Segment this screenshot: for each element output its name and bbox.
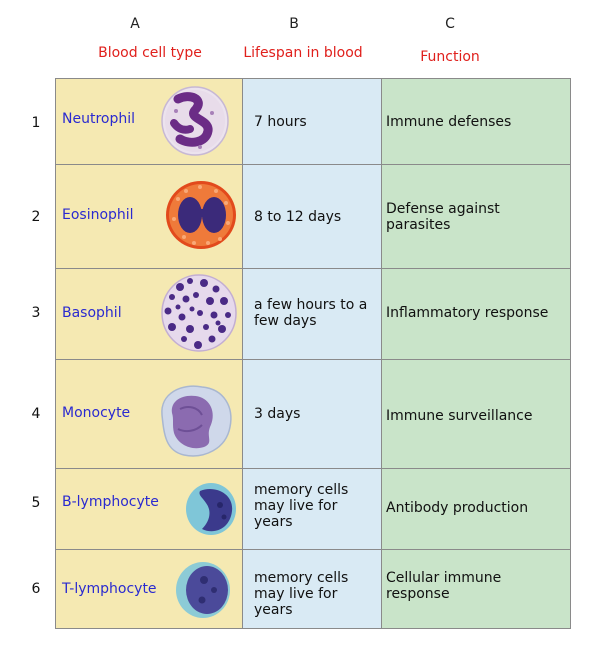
basophil-image [161,274,237,352]
function-b-lymphocyte: Antibody production [386,500,529,516]
column-letter-a: A [130,16,140,32]
cell-type-b-lymphocyte: B-lymphocyte [62,494,159,510]
lifespan-eosinophil: 8 to 12 days [254,209,342,225]
row-number-2: 2 [31,209,41,225]
cell-type-neutrophil: Neutrophil [62,111,136,127]
eosinophil-image [166,181,236,249]
lifespan-neutrophil: 7 hours [254,114,307,130]
function-t-lymphocyte: Cellular immune response [386,570,502,602]
row-number-6: 6 [31,581,41,597]
row-number-4: 4 [31,406,41,422]
cell-type-basophil: Basophil [62,305,122,321]
column-a-background [56,79,242,628]
blood-cell-table: Neutrophil 7 hours Immune defenses Eosin… [55,78,571,629]
row-number-1: 1 [31,115,41,131]
b-lymphocyte-image [186,483,236,535]
column-divider [381,79,382,628]
column-letter-b: B [289,16,299,32]
t-lymphocyte-image [176,562,230,618]
cell-type-t-lymphocyte: T-lymphocyte [62,581,157,597]
column-letter-c: C [445,16,455,32]
function-monocyte: Immune surveillance [386,408,533,424]
row-number-5: 5 [31,495,41,511]
function-eosinophil: Defense against parasites [386,201,500,233]
column-b-background [242,79,381,628]
lifespan-t-lymphocyte: memory cells may live for years [254,570,349,618]
row-divider [56,268,570,269]
cell-type-eosinophil: Eosinophil [62,207,134,223]
column-header-blood-cell-type: Blood cell type [98,45,202,61]
monocyte-image [161,385,232,457]
column-divider [242,79,243,628]
neutrophil-image [161,86,229,156]
row-divider [56,359,570,360]
function-basophil: Inflammatory response [386,305,549,321]
column-header-function: Function [420,49,480,65]
row-divider [56,164,570,165]
function-neutrophil: Immune defenses [386,114,512,130]
lifespan-basophil: a few hours to a few days [254,297,368,329]
row-divider [56,468,570,469]
column-header-lifespan: Lifespan in blood [243,45,363,61]
row-number-3: 3 [31,305,41,321]
row-divider [56,549,570,550]
lifespan-monocyte: 3 days [254,406,301,422]
lifespan-b-lymphocyte: memory cells may live for years [254,482,349,530]
cell-type-monocyte: Monocyte [62,405,131,421]
column-c-background [381,79,570,628]
